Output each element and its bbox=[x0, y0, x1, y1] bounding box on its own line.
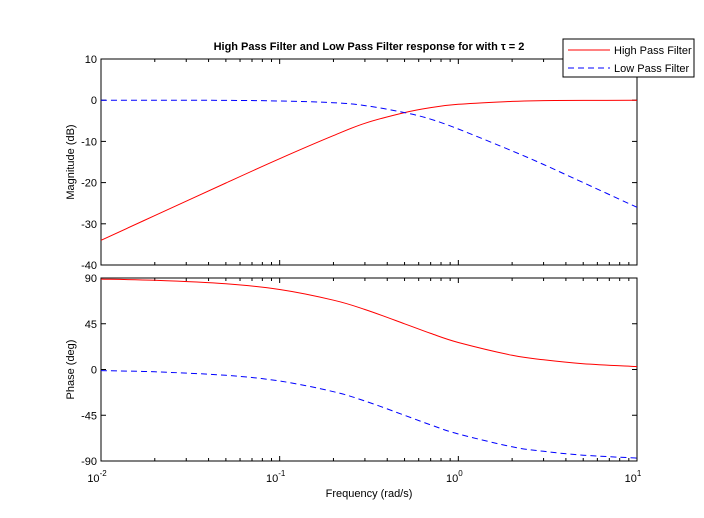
legend: High Pass Filter Low Pass Filter bbox=[562, 38, 695, 78]
phase-axes-frame bbox=[100, 277, 638, 462]
phase-y-tick-label: -90 bbox=[81, 456, 97, 468]
magnitude-y-tick-label: -20 bbox=[81, 178, 97, 190]
magnitude-axes-frame bbox=[100, 58, 638, 266]
magnitude-y-axis-label: Magnitude (dB) bbox=[65, 124, 77, 199]
magnitude-y-tick-label: 10 bbox=[85, 54, 97, 66]
phase-y-tick-label: 0 bbox=[91, 365, 97, 377]
phase-y-tick-label: 45 bbox=[85, 319, 97, 331]
phase-series-high-pass bbox=[100, 278, 638, 368]
magnitude-y-tick-label: 0 bbox=[91, 95, 97, 107]
legend-box bbox=[562, 38, 695, 78]
magnitude-y-tick-label: -40 bbox=[81, 260, 97, 272]
phase-y-tick-label: -45 bbox=[81, 410, 97, 422]
x-tick-label: 100 bbox=[446, 469, 463, 485]
magnitude-series-low-pass bbox=[101, 99, 638, 208]
magnitude-panel: 10 0 -10 -20 -30 -40 bbox=[81, 54, 638, 272]
legend-label-low-pass: Low Pass Filter bbox=[614, 63, 690, 75]
phase-y-tick-label: 90 bbox=[85, 273, 97, 285]
legend-label-high-pass: High Pass Filter bbox=[614, 45, 692, 57]
phase-series-low-pass bbox=[100, 370, 638, 459]
phase-y-axis-label: Phase (deg) bbox=[65, 340, 77, 400]
x-tick-label: 101 bbox=[625, 469, 642, 485]
x-tick-label: 10-2 bbox=[87, 469, 107, 485]
x-axis-label: Frequency (rad/s) bbox=[326, 488, 413, 500]
x-tick-label: 10-1 bbox=[266, 469, 286, 485]
magnitude-y-tick-label: -10 bbox=[81, 136, 97, 148]
chart-title: High Pass Filter and Low Pass Filter res… bbox=[214, 41, 525, 53]
magnitude-y-tick-label: -30 bbox=[81, 219, 97, 231]
